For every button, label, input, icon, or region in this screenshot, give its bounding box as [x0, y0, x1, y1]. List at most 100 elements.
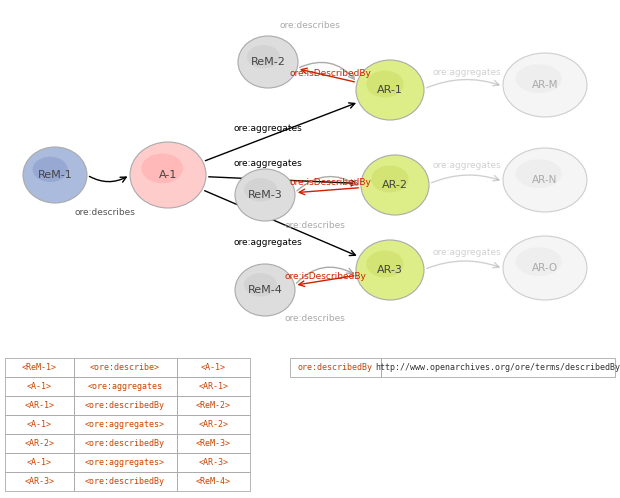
Text: ore:aggregates: ore:aggregates — [234, 124, 303, 132]
Ellipse shape — [361, 155, 429, 215]
Bar — [5, 415, 74, 434]
Text: ore:describes: ore:describes — [74, 208, 135, 217]
Text: <A-1>: <A-1> — [201, 363, 226, 372]
Ellipse shape — [33, 157, 68, 182]
Text: A-1: A-1 — [159, 170, 177, 180]
Text: <ore:describedBy: <ore:describedBy — [85, 401, 165, 410]
FancyArrowPatch shape — [427, 261, 499, 268]
Text: AR-3: AR-3 — [377, 265, 403, 275]
Text: <ore:aggregates>: <ore:aggregates> — [85, 458, 165, 467]
Text: <AR-2>: <AR-2> — [198, 420, 228, 429]
FancyArrowPatch shape — [301, 68, 355, 82]
Text: <AR-3>: <AR-3> — [198, 458, 228, 467]
FancyArrowPatch shape — [296, 267, 353, 283]
Text: ore:describedBy: ore:describedBy — [298, 363, 373, 372]
Bar — [177, 358, 250, 377]
Text: ore:isDescribedBy: ore:isDescribedBy — [289, 69, 371, 78]
Text: ReM-3: ReM-3 — [247, 190, 282, 200]
Text: ore:isDescribedBy: ore:isDescribedBy — [289, 177, 371, 186]
Text: ore:describes: ore:describes — [280, 20, 340, 29]
Text: <ReM-2>: <ReM-2> — [196, 401, 231, 410]
Bar — [177, 434, 250, 453]
Bar — [74, 472, 177, 491]
Bar — [177, 415, 250, 434]
Bar — [381, 358, 615, 377]
Text: <AR-1>: <AR-1> — [24, 401, 55, 410]
Text: <ore:describe>: <ore:describe> — [90, 363, 160, 372]
Text: <ReM-4>: <ReM-4> — [196, 477, 231, 486]
Text: ReM-1: ReM-1 — [38, 170, 73, 180]
Ellipse shape — [238, 36, 298, 88]
FancyArrowPatch shape — [209, 177, 356, 186]
Ellipse shape — [503, 148, 587, 212]
Ellipse shape — [371, 165, 409, 193]
Text: AR-N: AR-N — [533, 175, 557, 185]
Ellipse shape — [516, 159, 562, 188]
Text: <ReM-3>: <ReM-3> — [196, 439, 231, 448]
Text: ore:aggregates: ore:aggregates — [234, 158, 303, 167]
Bar — [74, 434, 177, 453]
Text: <A-1>: <A-1> — [27, 458, 52, 467]
Text: <AR-2>: <AR-2> — [24, 439, 55, 448]
Ellipse shape — [516, 247, 562, 276]
Bar — [177, 396, 250, 415]
Bar — [74, 396, 177, 415]
Text: ReM-2: ReM-2 — [250, 57, 285, 67]
FancyArrowPatch shape — [299, 188, 358, 195]
Bar — [74, 453, 177, 472]
FancyArrowPatch shape — [299, 62, 354, 79]
Ellipse shape — [516, 64, 562, 93]
Ellipse shape — [235, 169, 295, 221]
Text: ReM-4: ReM-4 — [247, 285, 283, 295]
Text: <ore:describedBy: <ore:describedBy — [85, 477, 165, 486]
Ellipse shape — [366, 71, 404, 98]
Text: <ore:aggregates>: <ore:aggregates> — [85, 420, 165, 429]
Text: <ore:aggregates: <ore:aggregates — [87, 382, 162, 391]
Ellipse shape — [356, 60, 424, 120]
Ellipse shape — [503, 236, 587, 300]
Text: AR-M: AR-M — [532, 80, 558, 90]
Bar — [177, 453, 250, 472]
Ellipse shape — [366, 250, 404, 277]
Text: ore:isDescribedBy: ore:isDescribedBy — [284, 271, 366, 280]
Ellipse shape — [130, 142, 206, 208]
FancyArrowPatch shape — [205, 191, 355, 255]
FancyArrowPatch shape — [432, 175, 499, 183]
Bar — [5, 377, 74, 396]
Text: <ore:describedBy: <ore:describedBy — [85, 439, 165, 448]
Text: ore:aggregates: ore:aggregates — [234, 238, 303, 247]
Bar — [74, 377, 177, 396]
Ellipse shape — [244, 178, 277, 202]
Bar — [5, 434, 74, 453]
FancyArrowPatch shape — [427, 80, 499, 88]
Text: <AR-3>: <AR-3> — [24, 477, 55, 486]
Text: ore:describes: ore:describes — [285, 314, 345, 323]
Bar — [5, 472, 74, 491]
Text: ore:aggregates: ore:aggregates — [433, 68, 502, 77]
Bar — [290, 358, 381, 377]
FancyArrowPatch shape — [297, 176, 358, 191]
Bar — [177, 377, 250, 396]
Bar — [74, 358, 177, 377]
Text: ore:aggregates: ore:aggregates — [433, 160, 502, 169]
Text: <A-1>: <A-1> — [27, 420, 52, 429]
Bar — [5, 453, 74, 472]
Bar — [5, 396, 74, 415]
Text: http://www.openarchives.org/ore/terms/describedBy: http://www.openarchives.org/ore/terms/de… — [376, 363, 620, 372]
Ellipse shape — [23, 147, 87, 203]
Ellipse shape — [141, 153, 183, 183]
Text: <A-1>: <A-1> — [27, 382, 52, 391]
FancyArrowPatch shape — [89, 176, 126, 182]
Text: ore:describes: ore:describes — [285, 221, 345, 230]
Text: AR-O: AR-O — [532, 263, 558, 273]
Bar — [5, 358, 74, 377]
FancyArrowPatch shape — [205, 103, 355, 161]
FancyArrowPatch shape — [299, 276, 354, 286]
Text: AR-1: AR-1 — [377, 85, 403, 95]
Ellipse shape — [356, 240, 424, 300]
Bar — [177, 472, 250, 491]
Text: ore:aggregates: ore:aggregates — [433, 248, 502, 256]
Text: <AR-1>: <AR-1> — [198, 382, 228, 391]
Bar — [74, 415, 177, 434]
Text: AR-2: AR-2 — [382, 180, 408, 190]
